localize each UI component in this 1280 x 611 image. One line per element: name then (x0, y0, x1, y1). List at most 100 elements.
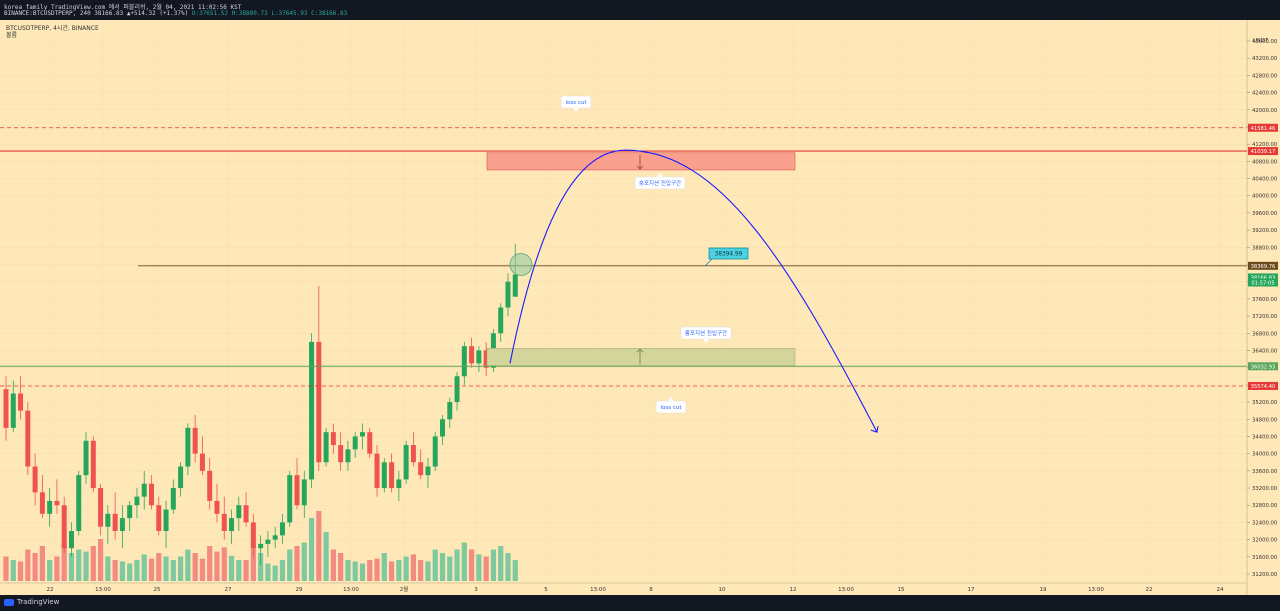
time-tick-label: 22 (47, 587, 54, 593)
time-tick-label: 2월 (400, 585, 409, 593)
candle-body (119, 518, 125, 532)
long-entry-zone (486, 348, 796, 366)
volume-bars (3, 511, 518, 581)
candle-body (389, 462, 395, 489)
candle-body (447, 402, 453, 420)
price-label-text: 35574.40 (1251, 384, 1276, 390)
time-axis-panel[interactable] (0, 583, 1247, 595)
volume-bar (279, 560, 286, 581)
volume-bar (265, 563, 271, 581)
volume-bar (338, 553, 344, 581)
volume-bar (301, 542, 307, 581)
candle-body (18, 393, 24, 411)
volume-bar (214, 551, 220, 581)
volume-bar (505, 553, 511, 581)
candle-body (156, 505, 162, 532)
price-tick-label: 40800.00 (1252, 159, 1278, 165)
candle-body (258, 543, 264, 549)
candle-body (76, 475, 82, 532)
price-callout-text: 38394.99 (715, 252, 743, 258)
volume-bar (308, 518, 315, 581)
volume-bar (425, 561, 431, 581)
price-callout: 38394.99 (704, 247, 749, 267)
candle-body (127, 505, 133, 519)
candle-body (265, 539, 271, 544)
candle-body (418, 462, 424, 476)
loss-cut-bottom-callout-text: loss cut (660, 405, 682, 411)
price-tick-label: 42400.00 (1252, 91, 1278, 97)
price-label-tag (1248, 273, 1278, 282)
volume-bar (381, 553, 387, 581)
tradingview-logo[interactable]: TradingView (4, 598, 59, 606)
time-tick-label: 13:00 (838, 587, 854, 593)
price-tick-label: 34400.00 (1252, 434, 1278, 440)
candle-body (323, 432, 329, 463)
candle-body (192, 427, 198, 454)
candle-body (39, 492, 45, 514)
volume-bar (447, 556, 453, 581)
candle-body (105, 513, 111, 527)
price-label-text: 38166.83 (1251, 275, 1276, 281)
candle-body (512, 274, 518, 297)
candle-body (229, 518, 235, 532)
candle-body (10, 393, 16, 428)
volume-bar (294, 546, 300, 581)
candle-body (199, 453, 205, 471)
price-tick-label: 42800.00 (1252, 73, 1278, 79)
candle-body (214, 500, 220, 514)
plot-background (0, 20, 1247, 583)
candle-body (287, 475, 293, 523)
volume-bar (469, 549, 475, 581)
price-tick-label: 37200.00 (1252, 314, 1278, 320)
tradingview-icon (4, 598, 14, 606)
low-value: L:37645.93 (271, 10, 308, 17)
candle-body (170, 488, 176, 510)
volume-bar (148, 558, 155, 581)
loss-cut-top-callout-text: loss cut (565, 100, 587, 106)
candle-body (476, 350, 482, 364)
candle-body (425, 466, 431, 476)
candle-body (68, 531, 74, 549)
price-tick-label: 36400.00 (1252, 348, 1278, 354)
time-tick-label: 22 (1146, 587, 1153, 593)
volume-bar (207, 546, 213, 581)
volume-bar (185, 549, 191, 581)
candle-body (469, 346, 475, 364)
candle-body (396, 479, 402, 489)
price-tick-label: 36800.00 (1252, 331, 1278, 337)
candle-body (149, 483, 154, 506)
volume-bar (243, 560, 249, 581)
time-tick-label: 24 (1217, 587, 1224, 593)
symbol-readout: BINANCE:BTCUSDTPERP, 240 38166.83 ▲+514.… (4, 10, 189, 17)
volume-bar (32, 553, 38, 581)
high-value: H:38880.73 (231, 10, 268, 17)
volume-bar (352, 561, 358, 581)
price-labels: 41581.46 41039.17 38369.76 38166.8301:57:05… (1248, 123, 1278, 390)
candles (3, 243, 518, 566)
candle-body (352, 436, 358, 450)
candle-body (432, 436, 438, 467)
candle-body (309, 341, 315, 480)
volume-bar (156, 553, 162, 581)
time-tick-label: 5 (544, 587, 548, 593)
time-tick-label: 13:00 (95, 587, 111, 593)
volume-bar (134, 560, 140, 581)
volume-bar (83, 551, 89, 581)
volume-bar (316, 511, 322, 581)
price-label-text: 41039.17 (1251, 149, 1276, 155)
price-label-tag (1248, 123, 1278, 132)
price-axis-panel[interactable] (1247, 20, 1280, 595)
candle-body (25, 410, 31, 467)
long-zone-callout-text: 롱포지션 진입구간 (685, 329, 727, 337)
price-tick-label: 40000.00 (1252, 194, 1278, 200)
price-label-tag (1248, 261, 1278, 270)
grid (0, 20, 1247, 583)
volume-bar (119, 561, 125, 581)
volume-bar (25, 549, 31, 581)
price-tick-label: 32800.00 (1252, 503, 1278, 509)
candle-body (374, 453, 380, 489)
chart-header: korea_family TradingView.com 에서 퍼블리쉬, 2월… (0, 0, 1280, 20)
price-tick-label: 41200.00 (1252, 142, 1278, 148)
short-zone-callout: 숏포지션 진입구간 (634, 173, 686, 190)
